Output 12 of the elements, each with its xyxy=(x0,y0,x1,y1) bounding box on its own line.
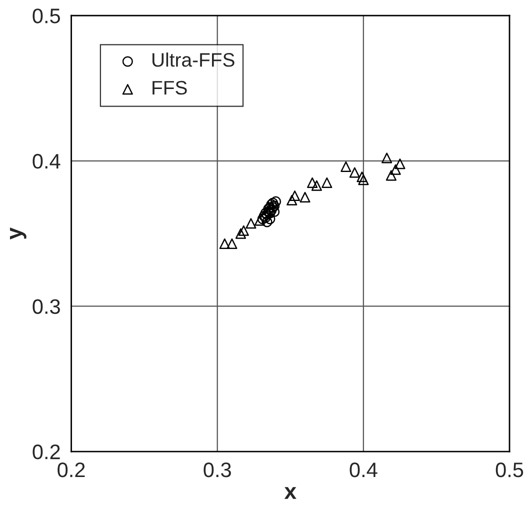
y-tick-label: 0.2 xyxy=(32,444,60,460)
x-tick-label: 0.4 xyxy=(350,462,378,478)
x-tick-label: 0.3 xyxy=(204,462,231,478)
y-tick-label: 0.3 xyxy=(32,299,60,314)
y-tick-label: 0.4 xyxy=(32,154,60,169)
x-axis-title: x xyxy=(284,487,296,499)
x-tick-label: 0.5 xyxy=(496,462,524,478)
legend-label: Ultra-FFS xyxy=(152,52,234,67)
x-tick-label: 0.2 xyxy=(58,462,85,478)
legend-label: FFS xyxy=(152,80,187,95)
y-tick-label: 0.5 xyxy=(32,8,60,24)
y-axis-title: y xyxy=(10,227,26,240)
